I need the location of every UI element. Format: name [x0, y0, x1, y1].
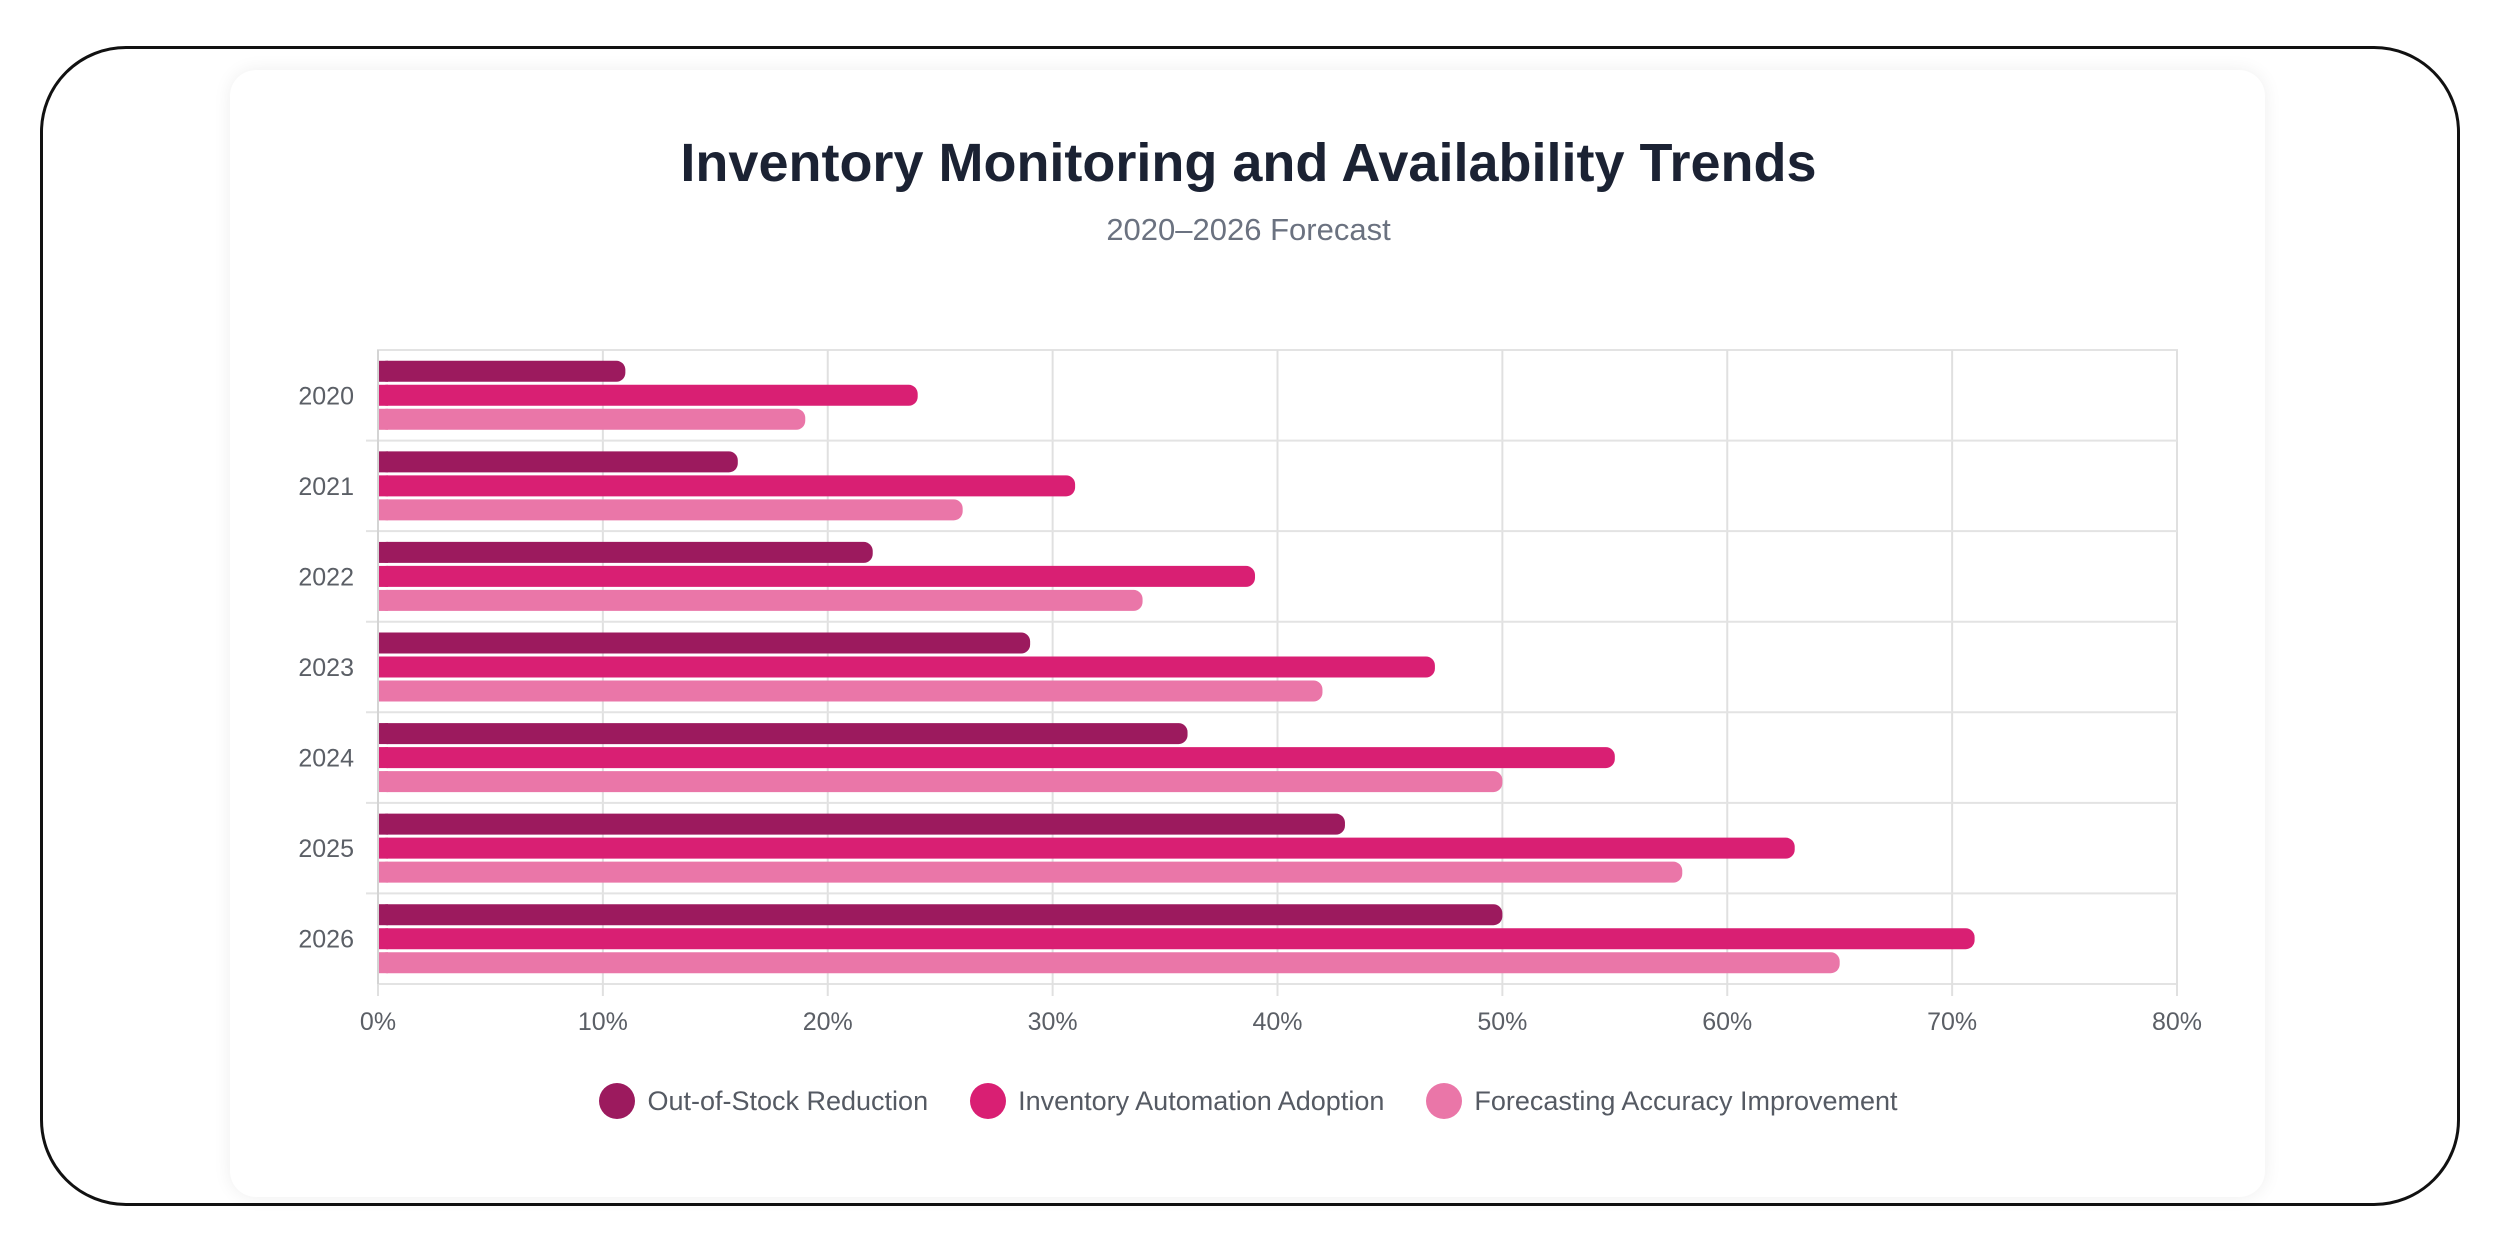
bar-base — [378, 723, 388, 745]
bar[interactable] — [378, 861, 1683, 883]
legend-label: Forecasting Accuracy Improvement — [1474, 1085, 1898, 1116]
chart-title: Inventory Monitoring and Availability Tr… — [680, 133, 1817, 193]
y-tick-label: 2020 — [298, 382, 354, 410]
x-tick-label: 20% — [803, 1008, 853, 1036]
bar-base — [378, 360, 388, 382]
bar[interactable] — [378, 632, 1031, 654]
bar[interactable] — [378, 565, 1256, 587]
bar-base — [378, 771, 388, 793]
y-tick-label: 2025 — [298, 835, 354, 863]
bar[interactable] — [378, 723, 1188, 745]
bar[interactable] — [378, 771, 1503, 793]
bar-base — [378, 451, 388, 473]
x-tick-label: 30% — [1028, 1008, 1078, 1036]
bar[interactable] — [378, 747, 1615, 769]
bar-base — [378, 837, 388, 859]
axes: 0% 10% 20% 30% 40% 50% 60% 70% 80% 2020 2021 2022 20… — [298, 350, 2202, 1036]
bar-base — [378, 680, 388, 702]
bar-base — [378, 565, 388, 587]
bar-base — [378, 928, 388, 950]
bar-base — [378, 632, 388, 654]
x-tick-label: 0% — [360, 1008, 396, 1036]
bar[interactable] — [378, 408, 806, 430]
y-tick-label: 2023 — [298, 654, 354, 682]
bar[interactable] — [378, 499, 963, 521]
chart-subtitle: 2020–2026 Forecast — [1106, 212, 1391, 247]
bar[interactable] — [378, 384, 918, 406]
bar-base — [378, 747, 388, 769]
legend-label: Inventory Automation Adoption — [1018, 1085, 1385, 1116]
bar-base — [378, 589, 388, 611]
legend-swatch — [1426, 1083, 1463, 1119]
bar[interactable] — [378, 837, 1795, 859]
legend-item-forecasting-accuracy-improvement[interactable]: Forecasting Accuracy Improvement — [1426, 1083, 1898, 1119]
bar[interactable] — [378, 541, 873, 563]
bar-base — [378, 541, 388, 563]
bar-base — [378, 384, 388, 406]
x-tick-label: 60% — [1702, 1008, 1752, 1036]
legend-swatch — [970, 1083, 1007, 1119]
bar-base — [378, 952, 388, 974]
legend-swatch — [599, 1083, 636, 1119]
x-tick-label: 80% — [2152, 1008, 2202, 1036]
bar[interactable] — [378, 813, 1345, 835]
legend-item-inventory-automation-adoption[interactable]: Inventory Automation Adoption — [970, 1083, 1384, 1119]
bar-base — [378, 861, 388, 883]
x-tick-label: 10% — [578, 1008, 628, 1036]
x-tick-label: 50% — [1477, 1008, 1527, 1036]
bar[interactable] — [378, 904, 1503, 926]
bar[interactable] — [378, 360, 626, 382]
bar-base — [378, 904, 388, 926]
bar[interactable] — [378, 656, 1435, 678]
bar-base — [378, 408, 388, 430]
legend-item-out-of-stock-reduction[interactable]: Out-of-Stock Reduction — [599, 1083, 928, 1119]
y-tick-label: 2026 — [298, 926, 354, 954]
bar-base — [378, 499, 388, 521]
bar-base — [378, 813, 388, 835]
bar[interactable] — [378, 475, 1076, 497]
bar[interactable] — [378, 952, 1840, 974]
y-tick-label: 2024 — [298, 745, 354, 773]
y-tick-label: 2021 — [298, 473, 354, 501]
bar[interactable] — [378, 589, 1143, 611]
bar-base — [378, 656, 388, 678]
bar[interactable] — [378, 928, 1975, 950]
bar-base — [378, 475, 388, 497]
bar[interactable] — [378, 680, 1323, 702]
bars — [378, 360, 1975, 974]
x-tick-label: 40% — [1252, 1008, 1302, 1036]
legend: Out-of-Stock Reduction Inventory Automat… — [0, 1083, 2497, 1119]
legend-label: Out-of-Stock Reduction — [647, 1085, 929, 1116]
x-tick-label: 70% — [1927, 1008, 1977, 1036]
bar[interactable] — [378, 451, 738, 473]
y-tick-label: 2022 — [298, 563, 354, 591]
